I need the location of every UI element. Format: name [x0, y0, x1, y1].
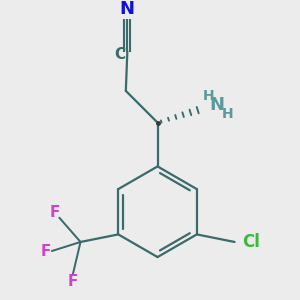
Text: F: F [50, 205, 60, 220]
Text: Cl: Cl [242, 233, 260, 251]
Text: H: H [203, 89, 215, 103]
Text: F: F [40, 244, 51, 259]
Text: H: H [222, 106, 234, 121]
Text: N: N [209, 96, 224, 114]
Text: F: F [68, 274, 78, 289]
Text: N: N [120, 0, 135, 18]
Text: C: C [114, 47, 125, 62]
